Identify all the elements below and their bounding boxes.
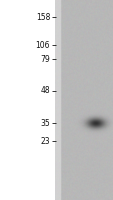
Text: 79: 79 bbox=[40, 54, 50, 64]
Text: 35: 35 bbox=[40, 118, 50, 128]
Text: 23: 23 bbox=[40, 136, 50, 146]
Text: 158: 158 bbox=[35, 12, 50, 21]
Text: 48: 48 bbox=[40, 86, 50, 95]
Text: 106: 106 bbox=[35, 40, 50, 49]
